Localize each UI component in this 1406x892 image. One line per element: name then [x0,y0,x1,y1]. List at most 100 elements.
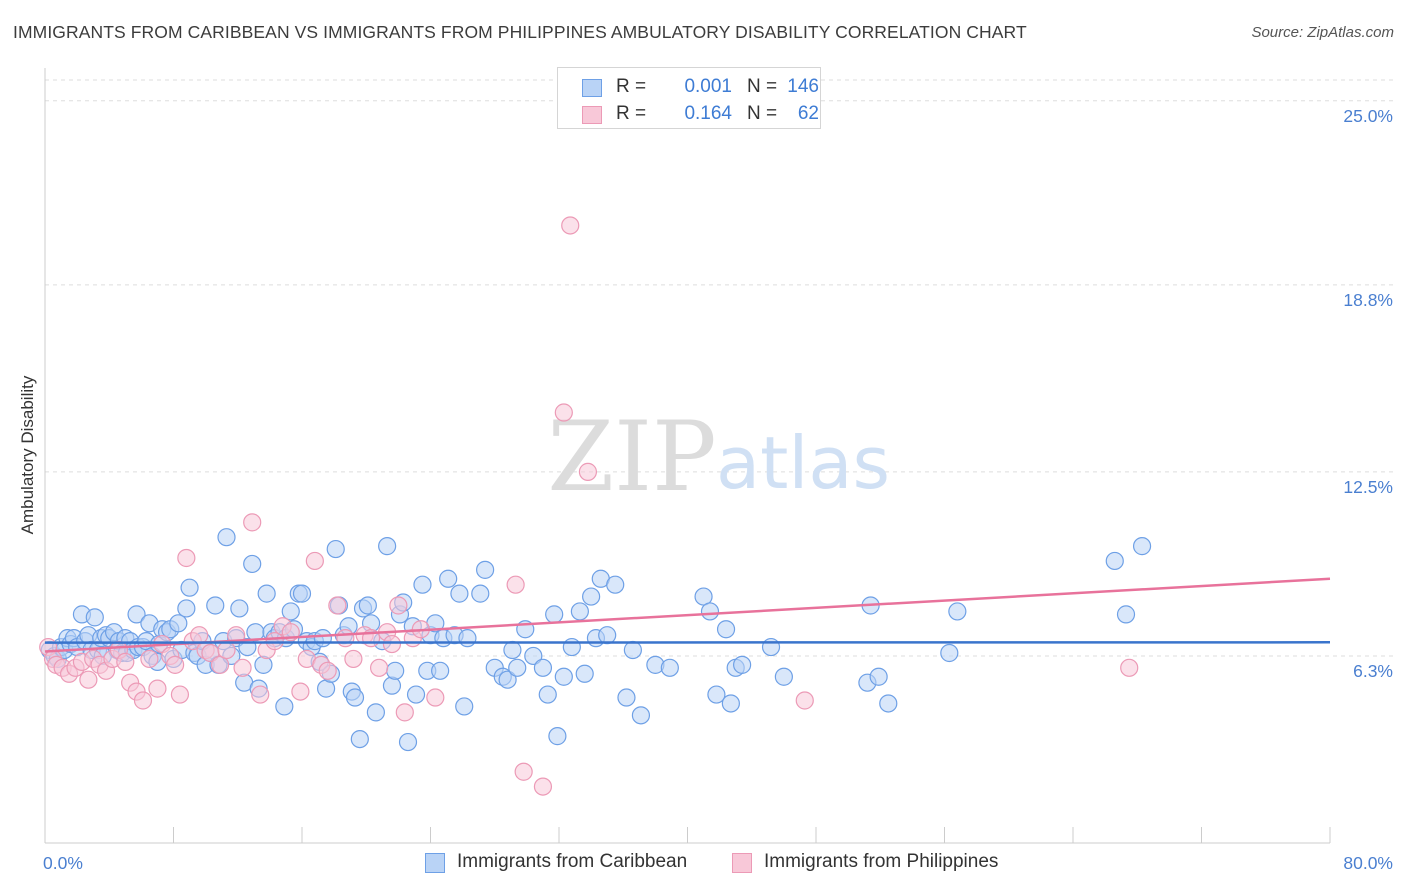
philippines-point [140,649,159,669]
caribbean-point [716,620,736,639]
caribbean-point [406,685,426,704]
caribbean-point [386,661,405,680]
caribbean-point [326,539,345,559]
legend-n-value: 146 [787,76,819,97]
philippines-point [177,548,196,568]
philippines-point [514,762,533,781]
trend-lines [44,577,1331,653]
philippines-point [79,670,98,689]
caribbean-point [471,584,490,603]
caribbean-point [458,629,477,648]
caribbean-points [40,528,1152,752]
bottom-legend-swatch-caribbean [425,853,445,873]
caribbean-point [562,637,581,657]
philippines-point [561,216,580,235]
caribbean-point [1105,551,1124,571]
philippines-point [305,551,324,571]
caribbean-point [1132,537,1152,556]
caribbean-point [660,658,679,677]
philippines-point [148,679,167,698]
caribbean-point [1116,605,1136,624]
caribbean-point [382,676,402,695]
caribbean-point [533,658,553,677]
watermark-atlas: atlas [716,421,890,505]
caribbean-point [554,667,573,686]
caribbean-point [869,667,888,686]
caribbean-point [733,655,752,674]
caribbean-point [761,637,781,657]
caribbean-point [217,528,236,547]
watermark: ZIP atlas [547,401,890,513]
caribbean-point [439,569,458,588]
philippines-point [370,658,389,677]
correlation-legend: R = 0.001 N = 146 R = 0.164 N = 62 [557,67,821,129]
caribbean-point [582,587,601,606]
legend-swatch-caribbean [582,79,602,97]
caribbean-point [598,626,617,645]
caribbean-point [350,729,369,749]
legend-n-label: N = [747,103,778,124]
caribbean-point [524,646,543,666]
caribbean-point [700,602,720,621]
philippines-point [578,462,598,481]
caribbean-point [275,697,294,716]
x-tick-label-max: 80.0% [1343,853,1393,873]
philippines-point [291,682,310,701]
philippines-point [243,513,262,532]
caribbean-point [358,596,377,615]
x-tick-labels: 0.0% 80.0% [43,853,1393,873]
caribbean-point [281,602,300,621]
caribbean-point [498,670,517,689]
caribbean-point [243,554,262,574]
y-tick-label: 25.0% [1343,106,1393,126]
caribbean-point [631,706,651,725]
caribbean-point [413,575,432,594]
philippines-point [217,640,236,660]
caribbean-point [476,560,495,579]
legend-r-label: R = [616,76,647,97]
legend-r-label: R = [616,103,647,124]
caribbean-point [378,537,397,556]
caribbean-point [450,584,469,603]
bottom-legend-swatch-philippines [732,853,752,873]
legend-n-label: N = [747,76,778,97]
caribbean-point [230,599,249,618]
philippines-point [170,685,190,704]
caribbean-point [431,661,450,680]
caribbean-point [879,694,898,713]
philippines-trend-line [44,577,1331,653]
caribbean-point [774,667,793,686]
chart-title: IMMIGRANTS FROM CARIBBEAN VS IMMIGRANTS … [13,22,1027,42]
y-tick-label: 6.3% [1353,661,1393,681]
y-tick-labels: 6.3% 12.5% 18.8% 25.0% [1343,106,1393,681]
caribbean-point [503,640,522,660]
caribbean-point [127,605,146,624]
philippines-point [166,655,185,674]
caribbean-point [721,694,740,713]
axes [44,68,1331,844]
source-attribution: Source: ZipAtlas.com [1251,24,1394,41]
philippines-point [328,596,347,615]
philippines-point [426,688,445,707]
philippines-point [389,596,408,615]
philippines-point [506,575,525,594]
caribbean-point [508,658,527,677]
caribbean-point [548,727,567,746]
philippines-point [395,703,414,722]
caribbean-point [617,688,636,707]
y-axis-label: Ambulatory Disability [18,375,37,534]
philippines-point [795,691,814,710]
caribbean-point [313,629,332,648]
legend-r-value: 0.001 [684,76,732,97]
caribbean-point [570,602,589,621]
philippines-point [318,661,337,680]
philippines-point [251,685,270,704]
caribbean-point [254,655,273,674]
caribbean-point [538,685,557,704]
x-tick-label-min: 0.0% [43,853,83,873]
caribbean-point [575,664,594,683]
philippines-point [336,629,355,648]
caribbean-point [707,685,726,704]
caribbean-point [292,584,312,603]
